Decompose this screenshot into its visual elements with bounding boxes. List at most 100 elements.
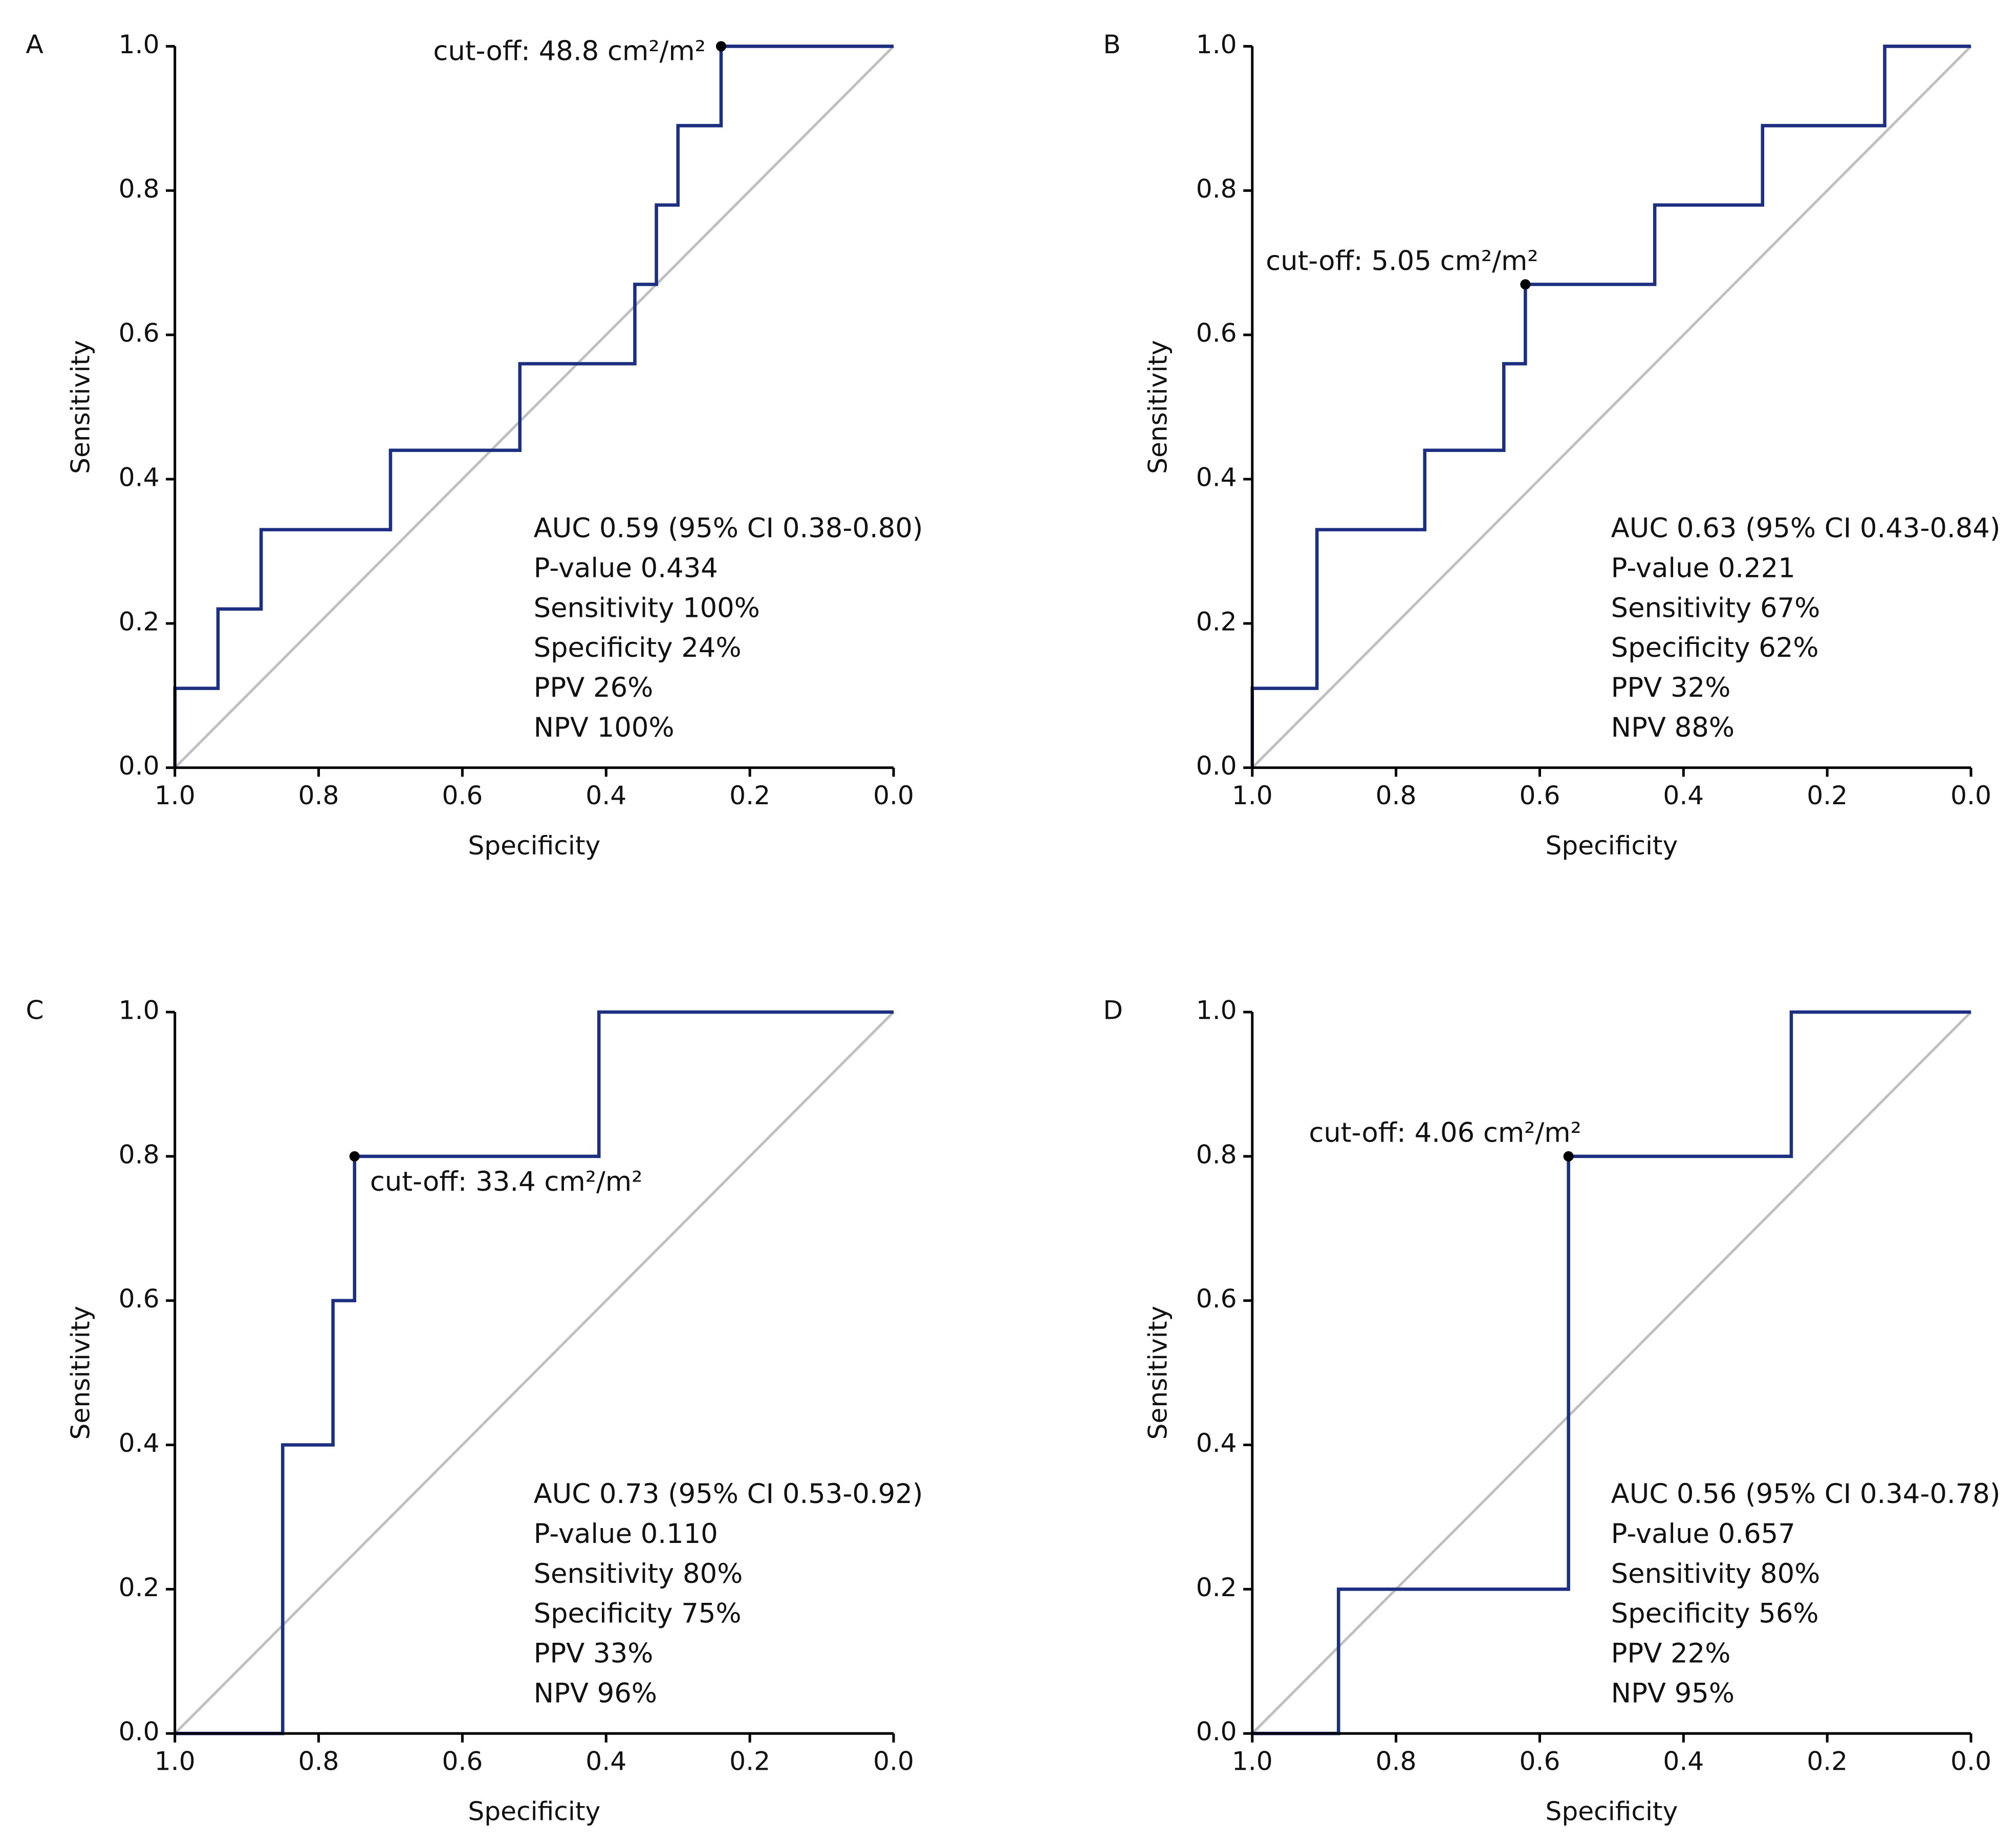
y-tick-label: 0.4 — [1196, 462, 1237, 492]
y-tick-label: 0.6 — [1196, 318, 1237, 348]
stat-line: P-value 0.657 — [1611, 1518, 1795, 1550]
y-tick-label: 0.8 — [1196, 174, 1237, 204]
y-tick-label: 0.4 — [1196, 1428, 1237, 1458]
stat-line: Specificity 56% — [1611, 1598, 1819, 1629]
x-tick-label: 0.2 — [1807, 1746, 1848, 1776]
x-tick-label: 0.2 — [1807, 780, 1848, 810]
panel-label: D — [1103, 995, 1123, 1025]
reference-line — [1251, 1011, 1972, 1734]
stat-line: NPV 95% — [1611, 1678, 1735, 1709]
x-tick-label: 0.0 — [873, 780, 914, 810]
x-tick-label: 0.0 — [1950, 1746, 1991, 1776]
reference-line — [1251, 45, 1972, 769]
cutoff-point — [1563, 1151, 1574, 1162]
y-tick-label: 0.6 — [119, 318, 160, 348]
stat-line: P-value 0.434 — [534, 552, 718, 584]
stat-line: NPV 100% — [534, 712, 675, 743]
x-tick-label: 0.8 — [298, 780, 339, 810]
y-tick-label: 0.6 — [119, 1283, 160, 1314]
y-tick-label: 0.0 — [119, 750, 160, 781]
y-tick-label: 0.0 — [1196, 750, 1237, 781]
cutoff-label: cut-off: 4.06 cm²/m² — [1309, 1118, 1581, 1149]
cutoff-label: cut-off: 33.4 cm²/m² — [370, 1166, 642, 1197]
roc-curve — [175, 1010, 894, 1735]
stat-line: Specificity 24% — [534, 632, 742, 663]
y-axis-label: Sensitivity — [1142, 1306, 1173, 1440]
y-tick-label: 1.0 — [119, 29, 160, 59]
x-tick-label: 0.0 — [873, 1746, 914, 1776]
stat-line: PPV 22% — [1611, 1638, 1731, 1669]
reference-line — [174, 45, 895, 769]
y-tick-label: 0.0 — [119, 1716, 160, 1747]
y-tick-label: 0.2 — [119, 1572, 160, 1602]
y-tick-label: 1.0 — [1196, 995, 1237, 1025]
x-axis-label: Specificity — [468, 1796, 600, 1826]
stat-line: P-value 0.221 — [1611, 552, 1795, 584]
panel-label: B — [1103, 29, 1120, 59]
stat-line: AUC 0.63 (95% CI 0.43-0.84) — [1611, 513, 2001, 544]
panel-label: A — [26, 29, 43, 59]
stat-line: Sensitivity 80% — [534, 1558, 743, 1590]
y-tick-label: 1.0 — [1196, 29, 1237, 59]
stat-line: NPV 96% — [534, 1678, 657, 1709]
x-tick-label: 0.8 — [1376, 780, 1417, 810]
x-tick-label: 0.2 — [729, 780, 770, 810]
stat-line: PPV 32% — [1611, 672, 1731, 703]
stat-line: P-value 0.110 — [534, 1518, 718, 1550]
stat-line: Specificity 75% — [534, 1598, 742, 1629]
stat-line: AUC 0.56 (95% CI 0.34-0.78) — [1611, 1478, 2001, 1510]
x-tick-label: 0.6 — [1520, 1746, 1560, 1776]
x-tick-label: 1.0 — [1232, 780, 1273, 810]
stat-line: NPV 88% — [1611, 712, 1735, 743]
stat-line: Sensitivity 67% — [1611, 592, 1820, 624]
x-axis-label: Specificity — [1545, 1796, 1678, 1826]
y-tick-label: 0.2 — [1196, 606, 1237, 636]
cutoff-point — [349, 1151, 360, 1162]
x-tick-label: 1.0 — [1232, 1746, 1273, 1776]
stat-line: PPV 33% — [534, 1638, 654, 1669]
roc-curve — [1252, 1010, 1971, 1735]
roc-curve — [1250, 45, 1971, 768]
x-tick-label: 0.4 — [586, 1746, 626, 1776]
x-tick-label: 0.6 — [1520, 780, 1560, 810]
x-tick-label: 0.6 — [442, 1746, 483, 1776]
y-tick-label: 0.2 — [1196, 1572, 1237, 1602]
y-tick-label: 0.4 — [119, 462, 160, 492]
cutoff-label: cut-off: 48.8 cm²/m² — [433, 36, 705, 67]
y-tick-label: 0.8 — [1196, 1139, 1237, 1169]
stat-line: AUC 0.73 (95% CI 0.53-0.92) — [534, 1478, 923, 1510]
y-tick-label: 1.0 — [119, 995, 160, 1025]
x-tick-label: 1.0 — [155, 780, 196, 810]
x-tick-label: 0.0 — [1950, 780, 1991, 810]
y-tick-label: 0.4 — [119, 1428, 160, 1458]
stat-line: PPV 26% — [534, 672, 654, 703]
cutoff-point — [1520, 279, 1531, 290]
x-axis-label: Specificity — [1545, 830, 1678, 861]
panel-label: C — [26, 995, 44, 1025]
x-tick-label: 0.6 — [442, 780, 483, 810]
y-tick-label: 0.2 — [119, 606, 160, 636]
y-tick-label: 0.8 — [119, 1139, 160, 1169]
reference-line — [174, 1011, 895, 1734]
stat-line: Sensitivity 80% — [1611, 1558, 1820, 1590]
y-tick-label: 0.8 — [119, 174, 160, 204]
stat-line: AUC 0.59 (95% CI 0.38-0.80) — [534, 513, 923, 544]
y-tick-label: 0.6 — [1196, 1283, 1237, 1314]
cutoff-label: cut-off: 5.05 cm²/m² — [1266, 245, 1538, 276]
x-axis-label: Specificity — [468, 830, 600, 861]
x-tick-label: 1.0 — [155, 1746, 196, 1776]
x-tick-label: 0.4 — [586, 780, 626, 810]
x-tick-label: 0.8 — [1376, 1746, 1417, 1776]
y-tick-label: 0.0 — [1196, 1716, 1237, 1747]
y-axis-label: Sensitivity — [65, 1306, 95, 1440]
roc-curve — [173, 45, 894, 768]
x-tick-label: 0.2 — [729, 1746, 770, 1776]
x-tick-label: 0.8 — [298, 1746, 339, 1776]
cutoff-point — [716, 41, 726, 52]
x-tick-label: 0.4 — [1663, 780, 1704, 810]
y-axis-label: Sensitivity — [1142, 340, 1173, 474]
y-axis-label: Sensitivity — [65, 340, 95, 474]
x-tick-label: 0.4 — [1663, 1746, 1704, 1776]
